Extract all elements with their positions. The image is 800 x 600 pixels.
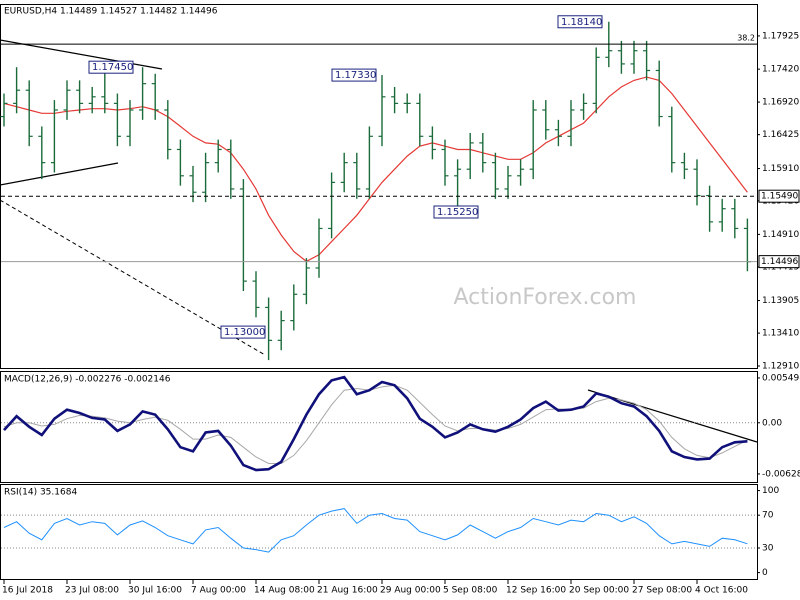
annotation-label: 1.17450 — [92, 62, 133, 73]
y-tick-label: 1.12910 — [762, 362, 799, 372]
rsi-title: RSI(14) 35.1684 — [4, 488, 77, 498]
annotation-label: 1.18140 — [561, 17, 602, 28]
x-tick-label: 4 Oct 16:00 — [695, 586, 748, 596]
y-tick-label: 0.005498 — [762, 373, 800, 383]
level-box — [758, 189, 800, 203]
x-tick-label: 29 Aug 00:00 — [380, 586, 441, 596]
annotation-box — [88, 60, 134, 74]
level-label: 1.15490 — [761, 192, 798, 202]
y-tick-label: 1.17925 — [762, 31, 799, 41]
x-tick-label: 5 Sep 08:00 — [443, 586, 498, 596]
trendline — [587, 389, 758, 443]
x-tick-label: 14 Aug 08:00 — [254, 586, 315, 596]
x-tick-label: 21 Aug 16:00 — [317, 586, 378, 596]
annotation-label: 1.15250 — [437, 207, 478, 218]
level-label: 1.14496 — [761, 257, 798, 267]
y-tick-label: 1.13905 — [762, 296, 799, 306]
annotation-label: 1.17330 — [335, 70, 376, 81]
y-tick-label: 100 — [762, 486, 779, 496]
y-tick-label: 1.16920 — [762, 98, 799, 108]
trendline — [0, 162, 119, 186]
trendline — [0, 39, 163, 70]
level-box — [758, 255, 800, 269]
y-tick-label: -0.006283 — [762, 469, 800, 479]
indicator-line — [3, 375, 748, 472]
moving-average — [3, 76, 748, 263]
indicator-line — [3, 384, 748, 464]
x-tick-label: 27 Sep 08:00 — [632, 586, 692, 596]
x-tick-label: 23 Jul 08:00 — [65, 586, 119, 596]
y-tick-label: 1.15910 — [762, 164, 799, 174]
x-tick-label: 7 Aug 00:00 — [191, 586, 246, 596]
y-tick-label: 1.17420 — [762, 65, 799, 75]
x-tick-label: 16 Jul 2018 — [2, 586, 53, 596]
y-tick-label: 70 — [762, 511, 774, 521]
price-pane — [0, 4, 758, 369]
level-label: 38.2 — [737, 34, 755, 43]
y-tick-label: 1.16425 — [762, 130, 799, 140]
macd-title: MACD(12,26,9) -0.002276 -0.002146 — [4, 375, 171, 385]
price-title: EURUSD,H4 1.14489 1.14527 1.14482 1.1449… — [4, 7, 218, 17]
indicator-line — [3, 508, 748, 553]
annotation-box — [220, 325, 266, 339]
annotation-label: 1.13000 — [224, 327, 265, 338]
x-tick-label: 30 Jul 16:00 — [128, 586, 182, 596]
watermark: ActionForex.com — [454, 285, 637, 310]
x-tick-label: 12 Sep 16:00 — [506, 586, 566, 596]
macd-pane — [0, 371, 758, 483]
y-tick-label: 1.14910 — [762, 230, 799, 240]
y-tick-label: 0 — [762, 568, 768, 578]
y-tick-label: 1.13410 — [762, 329, 799, 339]
annotation-box — [331, 68, 377, 82]
rsi-pane — [0, 484, 758, 580]
y-tick-label: 30 — [762, 544, 774, 554]
annotation-box — [557, 15, 603, 29]
y-tick-label: 0.00 — [762, 418, 782, 428]
annotation-box — [433, 205, 479, 219]
x-tick-label: 20 Sep 00:00 — [569, 586, 629, 596]
